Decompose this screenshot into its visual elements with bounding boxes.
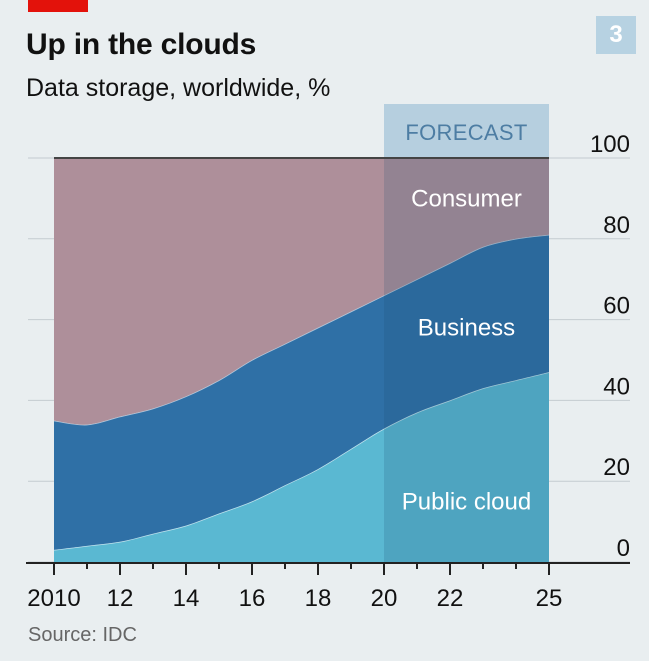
area-label-business: Business: [418, 315, 515, 342]
x-tick-label: 2010: [27, 585, 80, 612]
x-tick-label: 16: [239, 585, 266, 612]
chart-title: Up in the clouds: [26, 28, 257, 61]
chart-subtitle: Data storage, worldwide, %: [26, 74, 331, 102]
data-areas: [53, 158, 550, 562]
forecast-band: [384, 104, 549, 158]
brand-red-bar: [28, 0, 88, 12]
y-tick-label: 100: [590, 131, 630, 158]
forecast-band: FORECAST: [384, 104, 549, 158]
area-business: [54, 234, 549, 550]
y-tick-label: 40: [603, 373, 630, 400]
axes: [26, 157, 630, 575]
forecast-overlay: [384, 158, 549, 562]
y-tick-label: 20: [603, 454, 630, 481]
labels: 0 20 40 60 80 100 2010 12 14 16 18 20 22 25 Consumer Bu…: [27, 131, 630, 612]
area-label-public-cloud: Public cloud: [402, 488, 531, 515]
x-tick-label: 25: [536, 585, 563, 612]
x-tick-label: 12: [107, 585, 134, 612]
chart-number-badge: 3: [596, 16, 636, 54]
x-tick-label: 20: [371, 585, 398, 612]
x-tick-label: 22: [437, 585, 464, 612]
forecast-label: FORECAST: [405, 120, 527, 145]
x-tick-label: 18: [305, 585, 332, 612]
area-consumer: [54, 158, 549, 425]
area-label-consumer: Consumer: [411, 185, 522, 212]
x-tick-label: 14: [173, 585, 200, 612]
source-note: Source: IDC: [28, 624, 137, 646]
area-public-cloud: [54, 372, 549, 562]
y-tick-label: 80: [603, 212, 630, 239]
y-tick-label: 60: [603, 293, 630, 320]
forecast-shade: [384, 158, 549, 562]
y-tick-label: 0: [617, 535, 630, 562]
